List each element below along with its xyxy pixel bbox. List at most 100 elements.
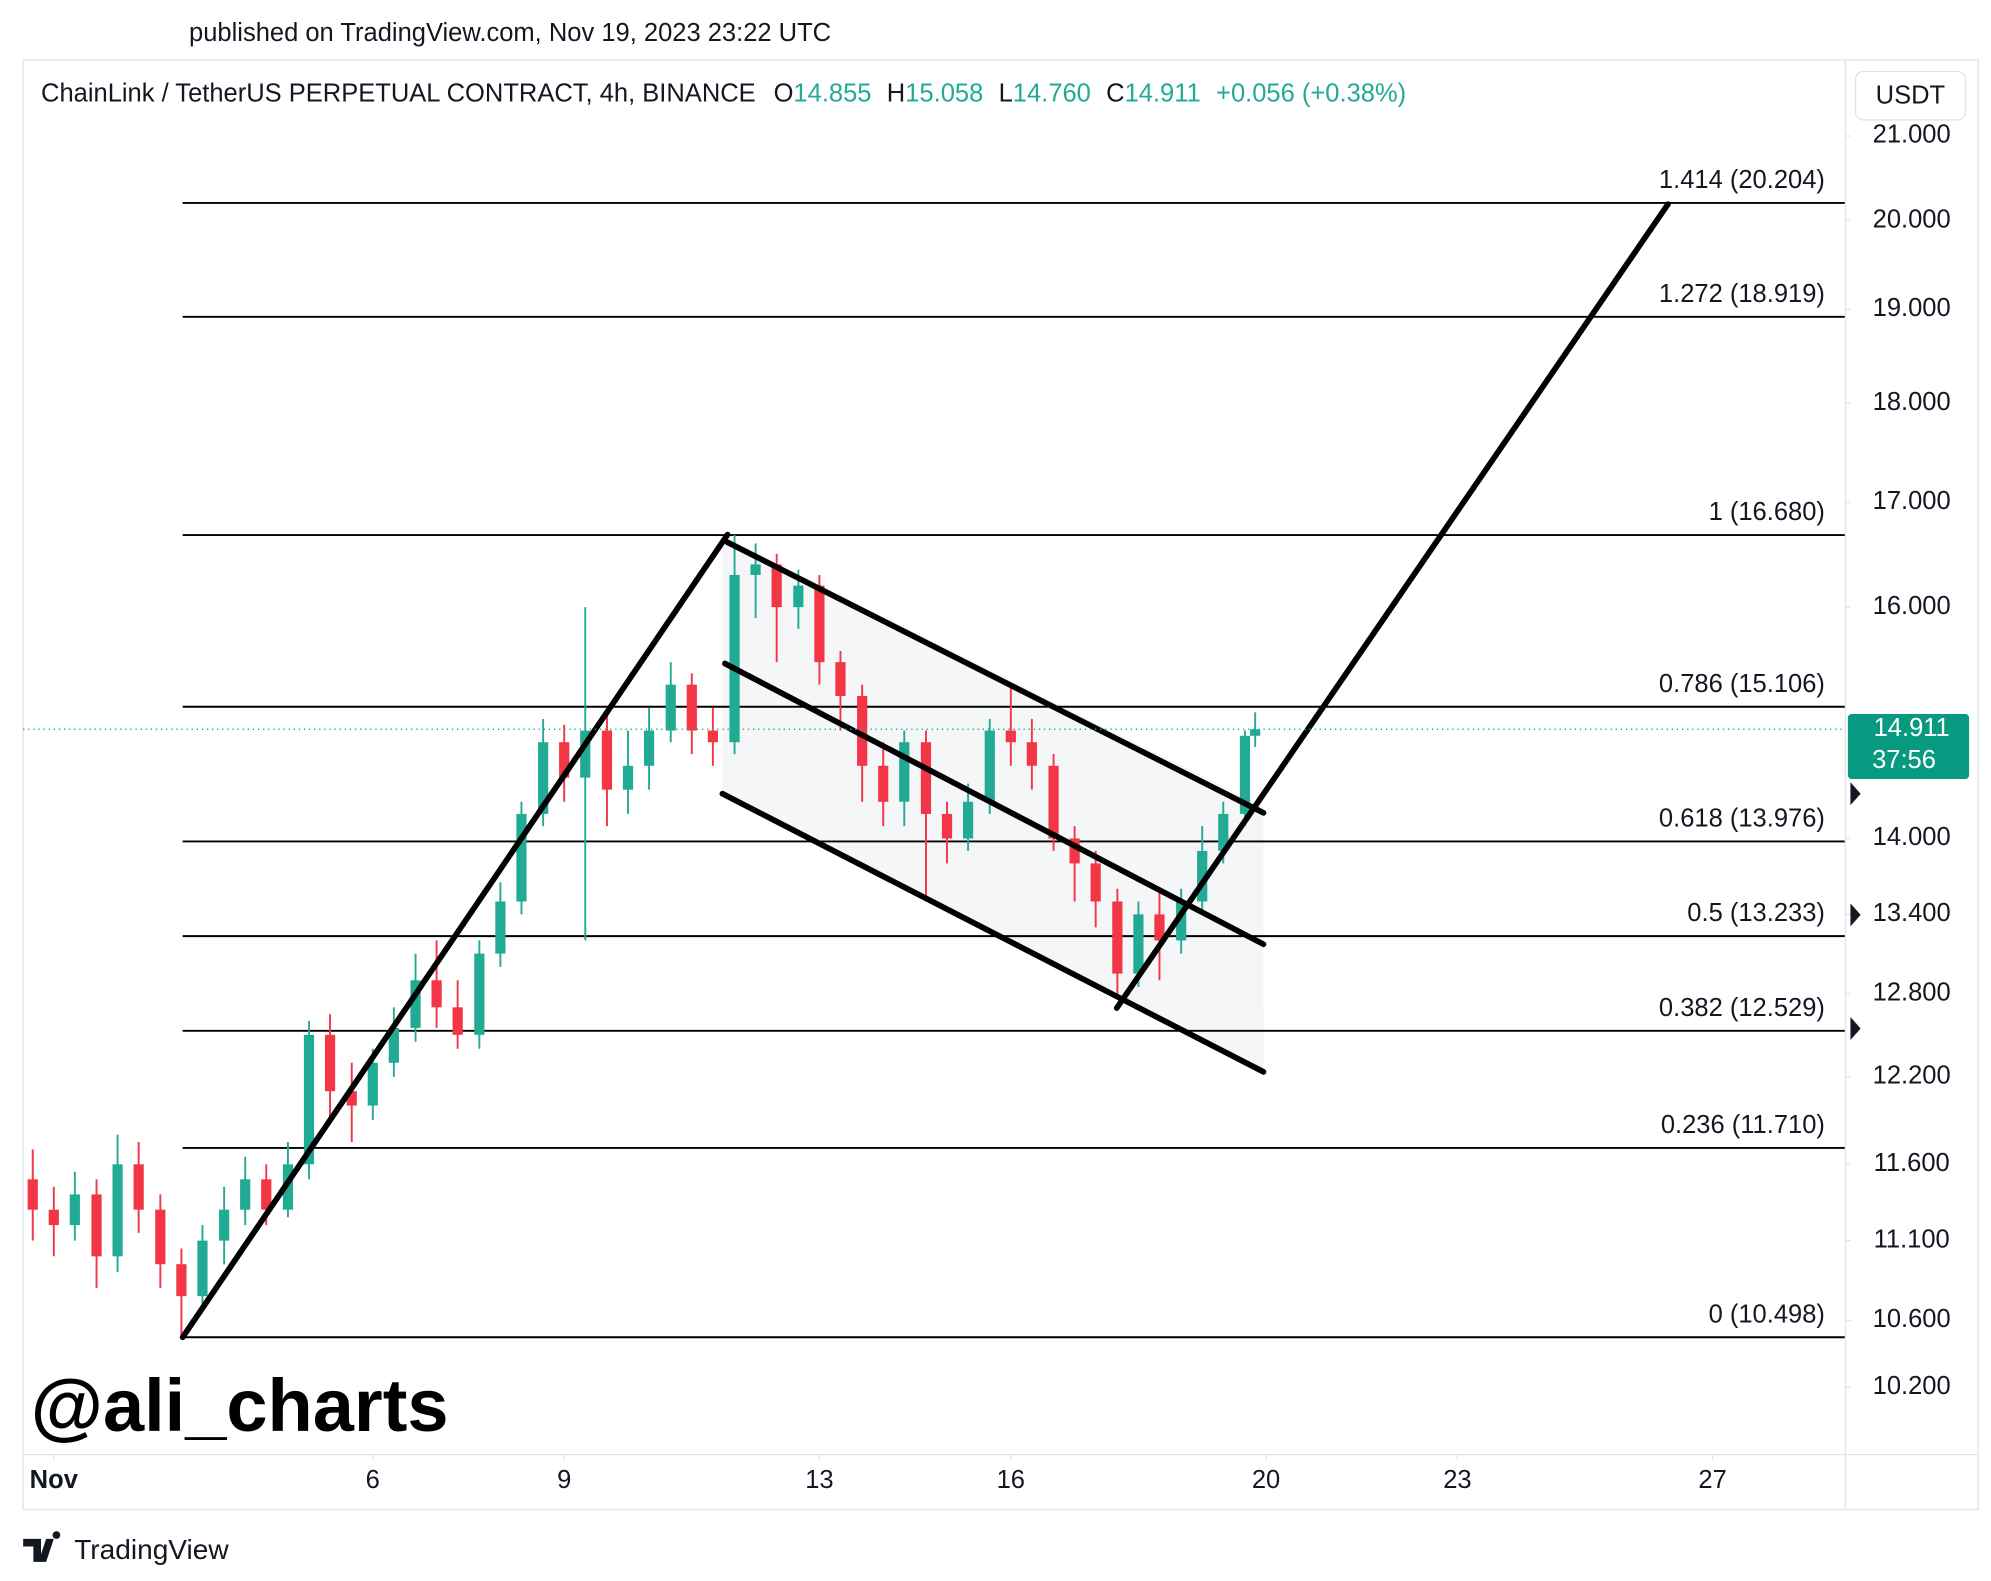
- candle-body: [793, 585, 804, 608]
- y-tick-label: 18.000: [1873, 388, 1951, 416]
- ohlc-label: L: [999, 79, 1013, 107]
- x-tick-label: 13: [805, 1466, 833, 1494]
- candle-body: [91, 1194, 102, 1257]
- y-tick-label: 11.600: [1874, 1149, 1950, 1177]
- brand-logo: [23, 1531, 61, 1562]
- y-tick-label: 12.200: [1873, 1062, 1951, 1090]
- candle-body: [474, 953, 485, 1035]
- candle-body: [303, 1034, 315, 1165]
- axis-arrows: [1850, 782, 1861, 1040]
- x-tick-label: 16: [997, 1466, 1025, 1494]
- candle-body: [771, 564, 782, 608]
- fib-label: 0.5 (13.233): [1687, 899, 1825, 927]
- candle-body: [112, 1164, 123, 1257]
- y-tick-label: 19.000: [1873, 294, 1951, 322]
- candle-body: [240, 1179, 251, 1210]
- candle-body: [1239, 735, 1251, 814]
- candle-body: [155, 1209, 166, 1265]
- candle-body: [920, 742, 932, 814]
- symbol: ChainLink / TetherUS PERPETUAL CONTRACT,…: [41, 79, 756, 107]
- candle-body: [452, 1007, 463, 1035]
- arrow: [1850, 903, 1861, 927]
- ohlc-label: C: [1106, 79, 1124, 107]
- fib-label: 1.272 (18.919): [1659, 280, 1825, 308]
- candle-body: [27, 1179, 38, 1210]
- x-tick-label: 9: [557, 1466, 571, 1494]
- candle-body: [643, 730, 655, 766]
- candle-body: [1069, 838, 1080, 864]
- candle-body: [580, 730, 591, 778]
- candle-body: [538, 742, 549, 814]
- y-tick-label: 13.400: [1873, 899, 1951, 927]
- ohlc-value: 14.855: [793, 79, 871, 107]
- y-tick-label: 10.200: [1873, 1372, 1951, 1400]
- y-tick-label: 14.000: [1873, 823, 1951, 851]
- trend-line: [179, 531, 731, 1341]
- ohlc-label: H: [887, 79, 905, 107]
- y-tick-label: 11.100: [1874, 1225, 1950, 1253]
- currency[interactable]: USDT: [1876, 82, 1945, 110]
- arrow: [1850, 782, 1861, 806]
- candle-body: [835, 662, 846, 697]
- fib-label: 0.236 (11.710): [1661, 1111, 1825, 1139]
- candle-body: [878, 765, 889, 802]
- candle-body: [1250, 729, 1261, 736]
- candle-body: [388, 1027, 399, 1063]
- candle-body: [814, 585, 825, 663]
- fib-label: 0.382 (12.529): [1659, 994, 1825, 1022]
- ohlc-value: 15.058: [905, 79, 983, 107]
- fib-label: 1.414 (20.204): [1659, 166, 1825, 194]
- projection-line: [1113, 201, 1671, 1011]
- published: published on TradingView.com, Nov 19, 20…: [189, 19, 831, 47]
- candle-body: [1133, 914, 1144, 974]
- candle-body: [324, 1034, 336, 1092]
- symbol-header: ChainLink / TetherUS PERPETUAL CONTRACT,…: [41, 79, 1406, 107]
- candle-body: [346, 1091, 357, 1106]
- brand: TradingView: [74, 1534, 229, 1565]
- candle-body: [197, 1240, 208, 1297]
- candle-body: [899, 742, 910, 802]
- fib-label: 1 (16.680): [1709, 498, 1825, 526]
- y-tick-label: 12.800: [1873, 978, 1951, 1006]
- drawings: [179, 201, 1671, 1341]
- x-tick-label: 6: [366, 1466, 380, 1494]
- arrow: [1850, 1016, 1861, 1040]
- fib-label: 0.618 (13.976): [1659, 805, 1825, 833]
- candle-body: [1112, 901, 1123, 974]
- candle-body: [622, 765, 634, 790]
- candle-body: [261, 1179, 272, 1210]
- candle-body: [857, 696, 868, 766]
- candle-body: [941, 813, 953, 839]
- candle-body: [410, 980, 421, 1028]
- channel-lower: [719, 790, 1267, 1075]
- candle-body: [69, 1194, 80, 1226]
- candle-body: [707, 730, 718, 743]
- candle-body: [1218, 813, 1229, 851]
- ohlc-value: 14.760: [1013, 79, 1091, 107]
- y-tick-label: 20.000: [1873, 205, 1951, 233]
- price-label: 14.911: [1874, 714, 1950, 742]
- fib-label: 0 (10.498): [1709, 1300, 1825, 1328]
- currency-button[interactable]: [1854, 70, 1966, 121]
- candle-body: [176, 1264, 187, 1297]
- watermark: @ali_charts: [31, 1364, 449, 1447]
- channel-upper: [724, 539, 1267, 816]
- candle-body: [1154, 914, 1165, 941]
- ohlc-label: O: [774, 79, 794, 107]
- candle-body: [686, 684, 697, 731]
- candle-body: [984, 730, 995, 802]
- price-box: [1847, 713, 1970, 780]
- candle-body: [1005, 730, 1016, 743]
- candle-body: [1197, 850, 1208, 902]
- x-tick-label: 23: [1443, 1466, 1471, 1494]
- candle-body: [516, 813, 527, 902]
- fib-label: 0.786 (15.106): [1659, 670, 1825, 698]
- y-tick-label: 16.000: [1873, 592, 1951, 620]
- ohlc-value: 14.911: [1125, 79, 1201, 107]
- candle-body: [1176, 901, 1187, 941]
- change: +0.056 (+0.38%): [1216, 79, 1406, 107]
- candle-body: [219, 1209, 230, 1241]
- y-tick-label: 10.600: [1873, 1305, 1951, 1333]
